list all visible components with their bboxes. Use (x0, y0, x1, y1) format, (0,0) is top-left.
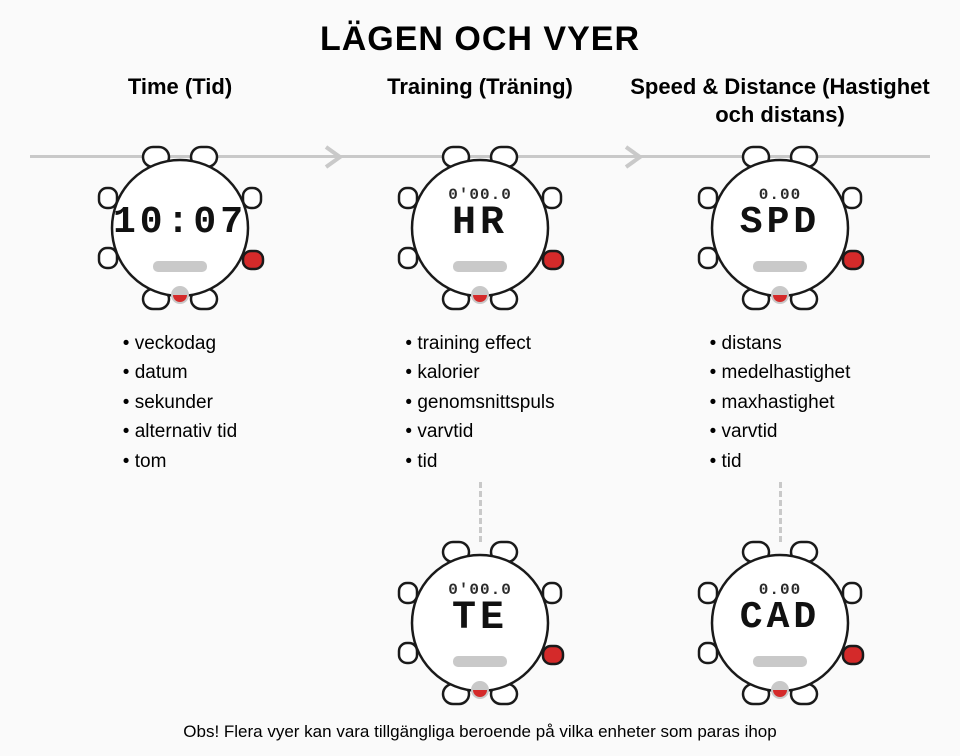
list-item: training effect (405, 329, 554, 358)
top-watch-row: Time (Tid) (30, 73, 930, 313)
watch-main-text: 10:07 (95, 201, 265, 244)
list-item: maxhastighet (710, 388, 851, 417)
watch-main-text: CAD (695, 596, 865, 639)
watch-spd: 0.00 SPD (695, 143, 865, 313)
list-item: alternativ tid (123, 417, 237, 446)
list-item: sekunder (123, 388, 237, 417)
bottom-watch-row: 0'00.0 TE (30, 538, 930, 708)
col-training: Training (Träning) (330, 73, 630, 313)
bullets-speed: distans medelhastighet maxhastighet varv… (710, 329, 851, 476)
watch-te: 0'00.0 TE (395, 538, 565, 708)
list-item: tid (405, 447, 554, 476)
watch-hr: 0'00.0 HR (395, 143, 565, 313)
footnote: Obs! Flera vyer kan vara tillgängliga be… (0, 722, 960, 742)
chevron-right-icon (320, 143, 348, 171)
dashed-connector (479, 482, 482, 542)
list-item: tid (710, 447, 851, 476)
watch-cad: 0.00 CAD (695, 538, 865, 708)
page-title: LÄGEN OCH VYER (30, 20, 930, 59)
watch-time: 10:07 (95, 143, 265, 313)
list-item: varvtid (710, 417, 851, 446)
bullets-row: veckodag datum sekunder alternativ tid t… (30, 313, 930, 542)
col-heading: Time (Tid) (128, 73, 232, 131)
watch-main-text: TE (395, 596, 565, 641)
list-item: genomsnittspuls (405, 388, 554, 417)
list-item: tom (123, 447, 237, 476)
watch-main-text: SPD (695, 201, 865, 244)
col-speed: Speed & Distance (Hastighet och distans) (630, 73, 930, 313)
chevron-right-icon (620, 143, 648, 171)
list-item: varvtid (405, 417, 554, 446)
col-heading: Speed & Distance (Hastighet och distans) (630, 73, 930, 131)
bullets-time: veckodag datum sekunder alternativ tid t… (123, 329, 237, 476)
list-item: datum (123, 358, 237, 387)
col-time: Time (Tid) (30, 73, 330, 313)
col-heading: Training (Träning) (387, 73, 573, 131)
bullets-training: training effect kalorier genomsnittspuls… (405, 329, 554, 476)
watch-main-text: HR (395, 201, 565, 246)
list-item: distans (710, 329, 851, 358)
dashed-connector (779, 482, 782, 542)
list-item: veckodag (123, 329, 237, 358)
list-item: kalorier (405, 358, 554, 387)
list-item: medelhastighet (710, 358, 851, 387)
